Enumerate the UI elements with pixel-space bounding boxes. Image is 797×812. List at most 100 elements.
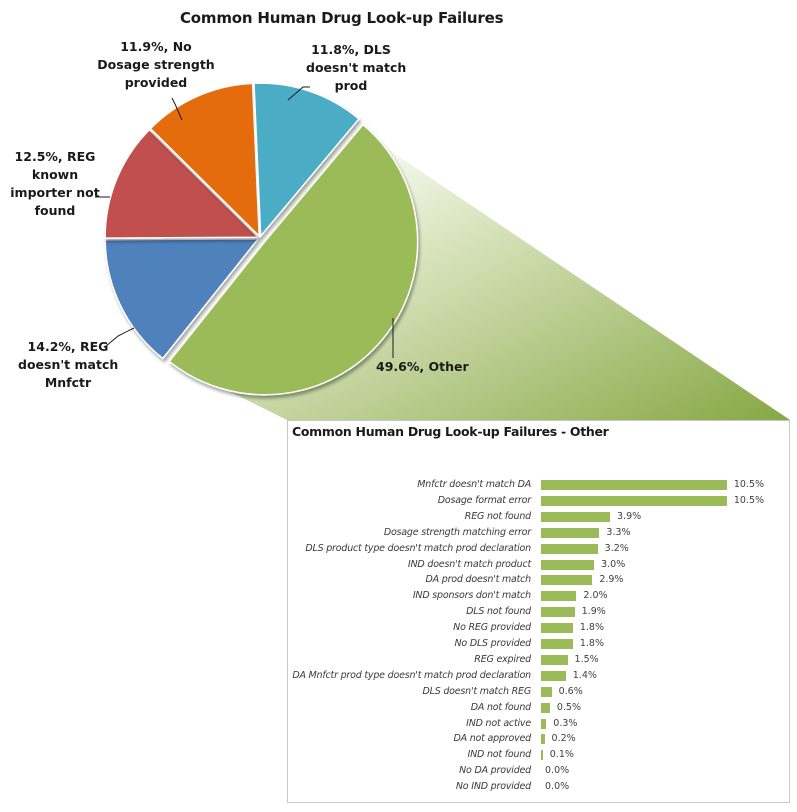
bar (541, 686, 552, 697)
bar-category-label: IND sponsors don't match (412, 590, 531, 602)
bar-value-label: 2.0% (583, 590, 608, 602)
bar (541, 607, 575, 618)
label-line: provided (124, 75, 188, 90)
bar-chart-title: Common Human Drug Look-up Failures - Oth… (292, 424, 609, 439)
pie-slice-reg-mnfctr (104, 238, 260, 360)
bar-category-label: Mnfctr doesn't match DA (417, 479, 531, 490)
bar-value-label: 1.4% (572, 669, 597, 681)
bar-value-label: 1.9% (581, 606, 606, 618)
bar-row: No DLS provided 1.8% (288, 636, 789, 652)
bar (541, 511, 611, 522)
bar-value-label: 0.6% (558, 685, 583, 697)
bar (541, 734, 545, 745)
label-line: 11.8%, DLS (311, 42, 391, 57)
bar-category-label: No DLS provided (454, 638, 531, 649)
bar-row: REG not found 3.9% (288, 509, 789, 525)
bar-value-label: 1.8% (579, 638, 604, 649)
bar-row: DLS product type doesn't match prod decl… (288, 541, 789, 557)
bar-value-label: 3.9% (617, 510, 642, 522)
pie-slice-dosage (149, 82, 261, 239)
bar (541, 527, 600, 538)
bar-value-label: 3.2% (604, 542, 629, 554)
bar-row: DA not found 0.5% (288, 700, 789, 716)
bar-category-label: DA not found (470, 701, 531, 713)
bar-row: Dosage format error 10.5% (288, 493, 789, 509)
bar (541, 495, 727, 506)
bar-row: Mnfctr doesn't match DA 10.5% (288, 477, 789, 493)
bar-row: IND sponsors don't match 2.0% (288, 588, 789, 604)
label-line: 12.5%, REG (14, 149, 96, 164)
bar (541, 718, 547, 729)
bar-category-label: No REG provided (453, 622, 531, 634)
bar-category-label: Dosage strength matching error (383, 526, 531, 538)
pie-label-reg-mnfctr: 14.2%, REG doesn't match Mnfctr (18, 338, 118, 392)
bar (541, 575, 593, 586)
label-line: known (31, 167, 79, 182)
bar (541, 591, 577, 602)
bar-category-label: DA not approved (453, 733, 531, 745)
label-line: prod (334, 78, 368, 93)
pie-slice-dls (253, 82, 361, 239)
bar-row: No REG provided 1.8% (288, 620, 789, 636)
bar-value-label: 0.3% (553, 717, 578, 729)
label-line: 11.9%, No (120, 39, 192, 54)
leader-line-dosage (171, 97, 183, 121)
pie-chart-title: Common Human Drug Look-up Failures (180, 9, 504, 27)
pie-label-dls: 11.8%, DLS doesn't match prod (306, 41, 407, 95)
bar (541, 654, 568, 665)
bar (541, 639, 573, 649)
bar-row: IND doesn't match product 3.0% (288, 557, 789, 573)
bar-value-label: 3.0% (601, 558, 626, 570)
bar-row: DA not approved 0.2% (288, 731, 789, 747)
bar-category-label: REG not found (464, 510, 531, 522)
bar (541, 480, 727, 490)
bar-category-label: REG expired (474, 653, 531, 665)
leader-line-dls (287, 86, 310, 101)
bar-value-label: 0.2% (551, 733, 576, 745)
bar-category-label: IND not active (466, 717, 531, 729)
label-line: Dosage strength (97, 57, 215, 72)
bar-category-label: Dosage format error (437, 494, 531, 506)
bar-category-label: DLS doesn't match REG (422, 685, 531, 697)
bar-chart-panel: Common Human Drug Look-up Failures - Oth… (287, 420, 790, 803)
bar-row: No IND provided 0.0% (288, 779, 789, 795)
label-line: found (34, 203, 76, 218)
pie-slice-reg-importer (104, 128, 260, 239)
label-line: importer not (10, 185, 100, 200)
bar-value-label: 1.5% (574, 653, 599, 665)
bar-category-label: DA prod doesn't match (425, 574, 532, 586)
bar (541, 559, 595, 570)
bar-row: DA Mnfctr prod type doesn't match prod d… (288, 668, 789, 684)
bar (541, 702, 550, 713)
bar-row: REG expired 1.5% (288, 652, 789, 668)
bar (541, 670, 566, 681)
label-line: 49.6%, Other (376, 359, 469, 374)
bar-category-label: No IND provided (455, 781, 531, 793)
bar-value-label: 3.3% (606, 526, 631, 538)
bar (541, 623, 573, 634)
label-line: doesn't match (18, 357, 119, 372)
bar-row: DA prod doesn't match 2.9% (288, 572, 789, 588)
bar-category-label: DLS product type doesn't match prod decl… (305, 542, 531, 554)
bar-row: DLS doesn't match REG 0.6% (288, 684, 789, 700)
bar-category-label: IND not found (467, 749, 532, 761)
bar-value-label: 1.8% (579, 622, 604, 634)
bar-category-label: DA Mnfctr prod type doesn't match prod d… (292, 669, 531, 681)
bar-value-label: 0.1% (549, 749, 574, 761)
label-line: doesn't match (306, 60, 407, 75)
pie-label-reg-importer: 12.5%, REG known importer not found (10, 148, 100, 220)
bar-category-label: No DA provided (459, 765, 531, 777)
bar-row: IND not active 0.3% (288, 716, 789, 732)
bar-row: DLS not found 1.9% (288, 604, 789, 620)
pie-label-other: 49.6%, Other (376, 358, 469, 376)
bar-value-label: 10.5% (733, 479, 765, 490)
bar-value-label: 10.5% (733, 494, 765, 506)
bar-row: No DA provided 0.0% (288, 763, 789, 779)
bar-category-label: IND doesn't match product (407, 558, 531, 570)
pie-label-dosage: 11.9%, No Dosage strength provided (96, 38, 216, 92)
bar (541, 750, 543, 761)
bar-value-label: 0.0% (545, 765, 570, 777)
bar-value-label: 2.9% (599, 574, 624, 586)
bar-row: Dosage strength matching error 3.3% (288, 525, 789, 541)
